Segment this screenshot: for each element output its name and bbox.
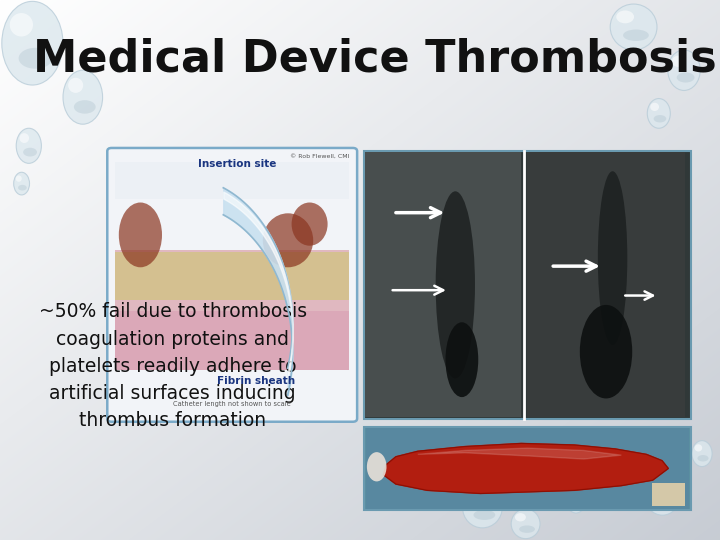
Ellipse shape: [668, 50, 701, 90]
Ellipse shape: [16, 128, 42, 163]
Bar: [365, 152, 521, 417]
Ellipse shape: [698, 455, 708, 462]
Ellipse shape: [463, 487, 503, 528]
Ellipse shape: [436, 191, 475, 379]
Ellipse shape: [23, 148, 37, 157]
Ellipse shape: [519, 525, 535, 533]
Bar: [527, 152, 685, 417]
Ellipse shape: [695, 444, 702, 451]
Ellipse shape: [119, 202, 162, 267]
Ellipse shape: [649, 484, 662, 494]
Text: Medical Device Thrombosis: Medical Device Thrombosis: [32, 38, 716, 81]
Polygon shape: [383, 443, 668, 494]
Ellipse shape: [572, 503, 582, 509]
Ellipse shape: [19, 48, 53, 69]
Ellipse shape: [570, 495, 576, 501]
Text: ~50% fail due to thrombosis
coagulation proteins and
platelets readily adhere to: ~50% fail due to thrombosis coagulation …: [39, 302, 307, 430]
Ellipse shape: [292, 202, 328, 246]
Ellipse shape: [74, 100, 96, 114]
Text: Insertion site: Insertion site: [198, 159, 276, 170]
Ellipse shape: [10, 13, 33, 37]
Bar: [115, 311, 349, 370]
Ellipse shape: [647, 98, 670, 128]
Ellipse shape: [446, 322, 478, 397]
Ellipse shape: [672, 56, 684, 67]
Ellipse shape: [263, 213, 313, 267]
Ellipse shape: [1, 2, 63, 85]
Ellipse shape: [611, 4, 657, 50]
Text: Catheter length not shown to scale: Catheter length not shown to scale: [174, 401, 291, 407]
Ellipse shape: [468, 493, 483, 504]
Bar: [115, 162, 349, 199]
Ellipse shape: [645, 478, 680, 515]
Ellipse shape: [367, 452, 387, 482]
Bar: [652, 483, 685, 506]
Ellipse shape: [616, 10, 634, 23]
Bar: [364, 151, 691, 418]
Ellipse shape: [567, 491, 585, 513]
Ellipse shape: [18, 185, 27, 191]
Ellipse shape: [474, 510, 495, 520]
Ellipse shape: [68, 78, 84, 93]
Bar: [115, 252, 349, 300]
Ellipse shape: [598, 171, 627, 345]
Ellipse shape: [14, 172, 30, 195]
Ellipse shape: [654, 115, 666, 123]
Text: © Rob Flewell, CMI: © Rob Flewell, CMI: [289, 154, 349, 159]
Ellipse shape: [580, 305, 632, 399]
Ellipse shape: [63, 70, 103, 124]
Bar: [364, 427, 691, 510]
Ellipse shape: [16, 176, 22, 182]
Text: Fibrin sheath: Fibrin sheath: [217, 376, 295, 386]
Bar: [115, 249, 349, 370]
Polygon shape: [418, 448, 621, 459]
Ellipse shape: [654, 499, 674, 508]
Ellipse shape: [650, 103, 659, 111]
Bar: [366, 428, 689, 509]
Ellipse shape: [511, 509, 540, 539]
Ellipse shape: [677, 72, 695, 83]
Ellipse shape: [19, 133, 29, 143]
Ellipse shape: [515, 513, 526, 522]
Ellipse shape: [623, 30, 649, 41]
Ellipse shape: [692, 441, 712, 467]
FancyBboxPatch shape: [107, 148, 357, 422]
